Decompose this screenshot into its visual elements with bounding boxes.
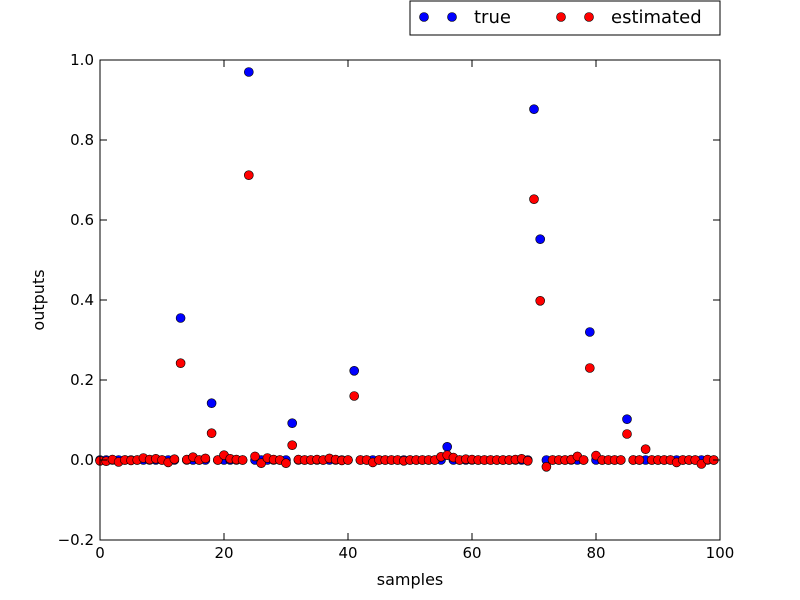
- x-tick-label: 0: [95, 544, 105, 562]
- legend: true estimated: [409, 0, 721, 36]
- axis-ticks: 0 20 40 60 80 100 −0.2 0.0 0.2 0.4 0.6 0.8 1.0: [58, 51, 735, 562]
- point-estimated: [541, 461, 552, 472]
- data-points: [95, 67, 719, 472]
- series-estimated: [95, 170, 719, 472]
- y-tick-label: −0.2: [58, 531, 94, 549]
- point-true: [529, 104, 539, 114]
- point-true: [206, 398, 217, 409]
- point-estimated: [640, 444, 651, 455]
- point-true: [287, 418, 298, 429]
- legend-marker-true: [447, 12, 457, 22]
- x-axis-label: samples: [377, 570, 444, 589]
- y-tick-label: 0.8: [70, 131, 94, 149]
- y-tick-label: 0.0: [70, 451, 94, 469]
- point-estimated: [281, 458, 291, 469]
- point-true: [244, 67, 254, 77]
- x-tick-label: 100: [706, 544, 735, 562]
- point-estimated: [522, 455, 533, 466]
- y-tick-label: 0.2: [70, 371, 94, 389]
- legend-marker-estimated: [584, 12, 594, 22]
- point-true: [442, 441, 453, 452]
- point-estimated: [237, 455, 248, 465]
- point-estimated: [529, 194, 539, 204]
- x-tick-label: 60: [462, 544, 481, 562]
- point-estimated: [349, 391, 360, 401]
- point-estimated: [578, 455, 589, 465]
- point-estimated: [206, 428, 217, 439]
- series-true: [95, 67, 719, 465]
- legend-marker-estimated: [556, 12, 566, 22]
- legend-marker-true: [419, 12, 429, 22]
- point-estimated: [200, 453, 211, 464]
- point-estimated: [634, 455, 645, 465]
- point-estimated: [256, 458, 267, 469]
- point-true: [535, 234, 546, 244]
- y-tick-label: 0.4: [70, 291, 94, 309]
- point-estimated: [622, 429, 632, 439]
- point-estimated: [169, 454, 180, 465]
- point-estimated: [615, 455, 626, 465]
- plot-area-frame: [99, 59, 721, 541]
- legend-label-true: true: [474, 7, 511, 28]
- point-estimated: [250, 451, 260, 462]
- x-tick-label: 40: [338, 544, 357, 562]
- point-true: [584, 327, 595, 337]
- point-true: [349, 365, 360, 376]
- y-tick-label: 1.0: [70, 51, 94, 69]
- point-estimated: [584, 363, 595, 373]
- point-estimated: [343, 455, 353, 465]
- point-estimated: [287, 440, 298, 451]
- point-estimated: [535, 295, 546, 306]
- point-estimated: [175, 358, 186, 369]
- point-true: [622, 414, 632, 425]
- y-tick-label: 0.6: [70, 211, 94, 229]
- point-estimated: [244, 170, 254, 180]
- x-tick-label: 80: [586, 544, 605, 562]
- point-true: [175, 313, 186, 323]
- x-tick-label: 20: [214, 544, 233, 562]
- legend-label-estimated: estimated: [611, 7, 702, 28]
- y-axis-label: outputs: [29, 269, 48, 330]
